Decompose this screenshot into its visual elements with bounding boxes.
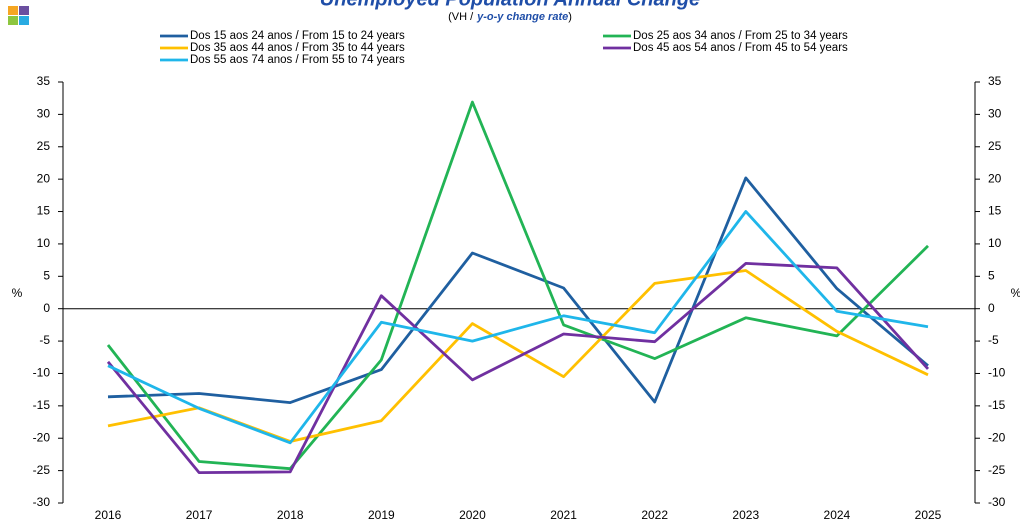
x-tick-label: 2017 — [186, 508, 213, 522]
y2-tick-label: -10 — [988, 366, 1006, 380]
legend-label: Dos 45 aos 54 anos / From 45 to 54 years — [633, 42, 848, 54]
y2-tick-label: 5 — [988, 268, 995, 282]
series-line — [107, 210, 929, 445]
y-tick-label: 20 — [37, 171, 51, 185]
x-tick-label: 2016 — [95, 508, 122, 522]
x-tick-label: 2025 — [915, 508, 942, 522]
legend-label: Dos 55 aos 74 anos / From 55 to 74 years — [190, 54, 405, 66]
chart-subtitle: (VH / y-o-y change rate) — [448, 11, 572, 23]
subtitle-prefix: (VH / — [448, 11, 474, 23]
subtitle-suffix: ) — [568, 11, 572, 23]
y-tick-label: 35 — [37, 74, 51, 88]
y2-tick-label: -20 — [988, 430, 1006, 444]
series-line — [107, 176, 929, 404]
series-line — [106, 100, 929, 471]
logo — [8, 6, 29, 25]
y2-tick-label: 0 — [988, 301, 995, 315]
y2-tick-label: 25 — [988, 139, 1002, 153]
x-tick-label: 2020 — [459, 508, 486, 522]
y2-tick-label: -25 — [988, 463, 1006, 477]
y2-tick-label: 35 — [988, 74, 1002, 88]
chart-title: Unemployed Population Annual Change — [320, 0, 700, 10]
x-tick-label: 2021 — [550, 508, 577, 522]
y2-tick-label: -30 — [988, 495, 1006, 509]
legend-label: Dos 35 aos 44 anos / From 35 to 44 years — [190, 42, 405, 54]
y-tick-label: 30 — [37, 107, 51, 121]
y-tick-label: -5 — [39, 333, 50, 347]
subtitle-emphasis: y-o-y change rate — [476, 11, 568, 23]
y-tick-label: -25 — [33, 463, 51, 477]
y-tick-label: 25 — [37, 139, 51, 153]
series-line — [106, 262, 930, 474]
y2-axis-label: % — [1011, 286, 1020, 300]
x-tick-label: 2018 — [277, 508, 304, 522]
y2-tick-label: 15 — [988, 204, 1002, 218]
y2-tick-label: 30 — [988, 107, 1002, 121]
y-tick-label: 10 — [37, 236, 51, 250]
x-tick-label: 2022 — [641, 508, 668, 522]
x-tick-label: 2023 — [732, 508, 759, 522]
y-tick-label: -30 — [33, 495, 51, 509]
y2-tick-label: -5 — [988, 333, 999, 347]
y-tick-label: 0 — [43, 301, 50, 315]
y-tick-label: -10 — [33, 366, 51, 380]
x-tick-label: 2024 — [824, 508, 851, 522]
y2-tick-label: 10 — [988, 236, 1002, 250]
y-tick-label: 15 — [37, 204, 51, 218]
y-tick-label: 5 — [43, 268, 50, 282]
y-tick-label: -15 — [33, 398, 51, 412]
y-tick-label: -20 — [33, 430, 51, 444]
y-axis-label: % — [12, 286, 23, 300]
legend-label: Dos 15 aos 24 anos / From 15 to 24 years — [190, 30, 405, 42]
legend-label: Dos 25 aos 34 anos / From 25 to 34 years — [633, 30, 848, 42]
y2-tick-label: 20 — [988, 171, 1002, 185]
x-tick-label: 2019 — [368, 508, 395, 522]
y2-tick-label: -15 — [988, 398, 1006, 412]
